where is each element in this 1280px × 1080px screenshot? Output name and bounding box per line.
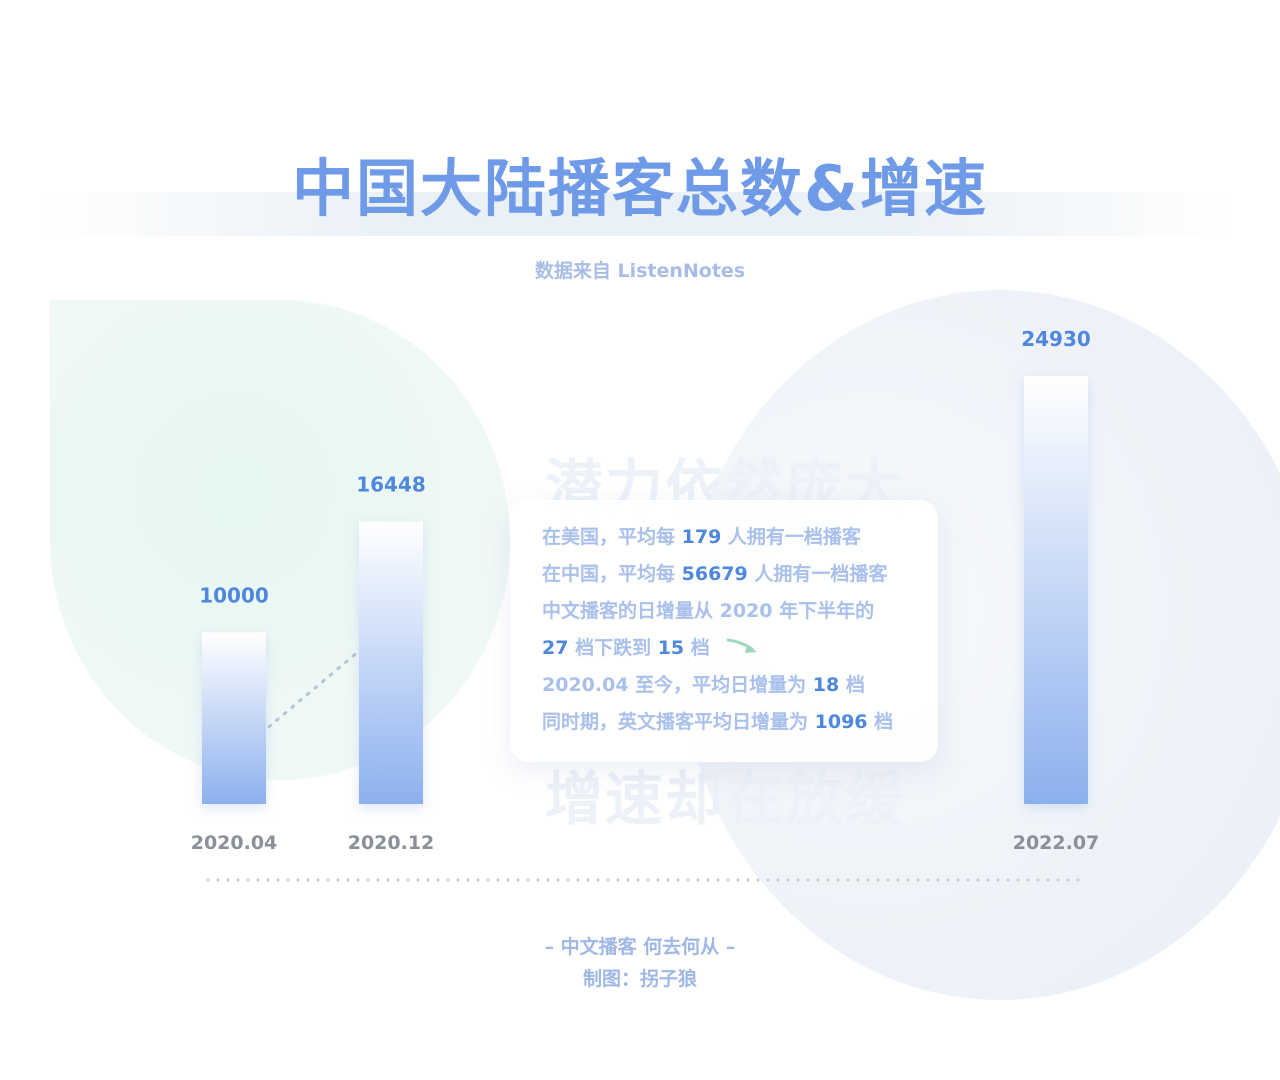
bar-2020.12: [359, 521, 423, 804]
highlight-number: 15: [657, 637, 685, 659]
info-text: 在美国，平均每: [542, 526, 682, 548]
info-text: 档: [867, 711, 894, 733]
bar-value-label: 10000: [199, 583, 269, 607]
bar-value-label: 16448: [356, 473, 426, 497]
chart-title: 中国大陆播客总数&增速: [291, 152, 989, 225]
dotted-divider: [203, 878, 1083, 882]
title-band: [40, 192, 1240, 236]
highlight-number: 27: [542, 637, 569, 659]
category-tick-label: 2020.12: [348, 832, 435, 854]
info-text: 在中国，平均每: [542, 563, 682, 585]
info-text: 人拥有一档播客: [747, 563, 888, 585]
info-text: 2020.04 至今，平均日增量为: [542, 674, 813, 696]
background-circle-left: [50, 300, 510, 780]
info-card-line: 在美国，平均每 179 人拥有一档播客: [542, 522, 861, 549]
info-text: 档下跌到: [568, 637, 658, 659]
watermark-bottom: 增速却在放缓: [545, 765, 906, 833]
info-text: 同时期，英文播客平均日增量为: [542, 711, 815, 733]
bar-value-label: 24930: [1021, 327, 1091, 351]
bar-2022.07: [1024, 376, 1088, 804]
footer-tagline: – 中文播客 何去何从 –: [544, 936, 736, 958]
info-card-line: 中文播客的日增量从 2020 年下半年的: [542, 596, 874, 623]
info-text: 档: [684, 637, 710, 659]
footer-credit: 制图：拐子狼: [582, 968, 697, 990]
curved-arrow-down-right-icon: [726, 638, 757, 653]
info-card-line: 2020.04 至今，平均日增量为 18 档: [542, 670, 865, 697]
info-card-line: 27 档下跌到 15 档: [542, 633, 710, 660]
info-card-line: 同时期，英文播客平均日增量为 1096 档: [542, 707, 893, 734]
highlight-number: 179: [681, 526, 722, 548]
category-tick-label: 2022.07: [1013, 832, 1100, 854]
info-text: 人拥有一档播客: [721, 526, 861, 548]
info-text: 档: [839, 674, 865, 696]
info-text: 中文播客的日增量从 2020 年下半年的: [542, 600, 875, 622]
highlight-number: 56679: [681, 563, 748, 585]
highlight-number: 1096: [814, 711, 868, 733]
info-card: 在美国，平均每 179 人拥有一档播客 在中国，平均每 56679 人拥有一档播客…: [510, 500, 938, 762]
info-card-line: 在中国，平均每 56679 人拥有一档播客: [542, 559, 887, 586]
chart-subtitle: 数据来自 ListenNotes: [534, 260, 746, 282]
highlight-number: 18: [812, 674, 840, 696]
category-tick-label: 2020.04: [191, 832, 278, 854]
bar-2020.04: [202, 632, 266, 804]
